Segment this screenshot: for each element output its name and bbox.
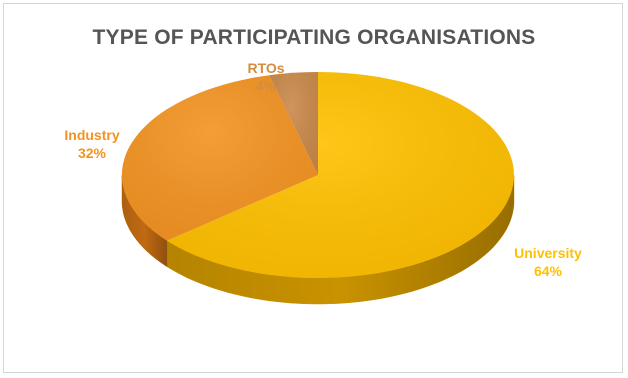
- slice-percent-university: 64%: [534, 263, 563, 279]
- pie-slice-shade-university: [167, 72, 514, 279]
- slice-percent-rtos: 4%: [256, 78, 277, 94]
- pie-slice-shade-industry: [121, 75, 318, 241]
- pie-side-shade-industry: [122, 175, 167, 267]
- pie-side-shade-university: [167, 175, 514, 304]
- slice-label-university: University: [514, 245, 582, 261]
- chart-title: TYPE OF PARTICIPATING ORGANISATIONS: [92, 26, 536, 49]
- pie-slice-shade-rtos: [269, 71, 318, 175]
- slice-label-industry: Industry: [64, 127, 119, 143]
- slice-label-rtos: RTOs: [247, 60, 284, 76]
- slice-percent-industry: 32%: [78, 145, 107, 161]
